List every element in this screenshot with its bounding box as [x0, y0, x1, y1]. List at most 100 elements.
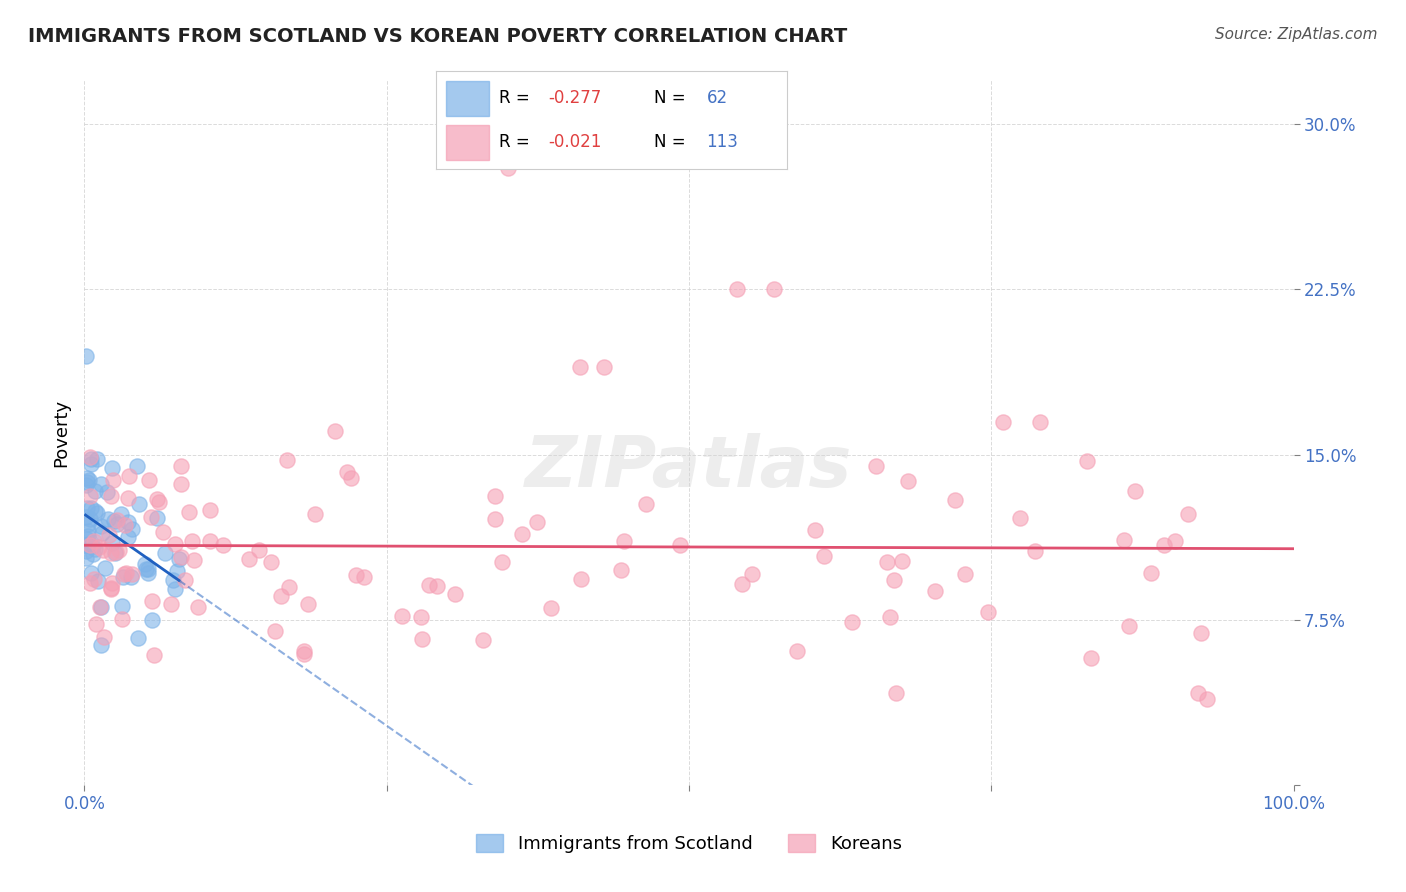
Point: [75, 478, 97, 492]
Point: [84, 617, 107, 632]
Point: [108, 542, 131, 557]
Point: [90, 526, 112, 541]
Point: [344, 567, 367, 582]
Point: [510, 527, 533, 541]
Point: [883, 573, 905, 587]
Point: [90, 519, 112, 533]
Point: [1195, 692, 1218, 706]
Point: [139, 510, 162, 524]
Text: -0.277: -0.277: [548, 89, 602, 107]
Point: [152, 525, 174, 540]
Point: [101, 576, 124, 591]
Point: [943, 493, 966, 508]
Point: [292, 643, 315, 657]
Point: [76, 501, 98, 516]
Point: [121, 566, 143, 581]
Point: [111, 611, 134, 625]
Point: [741, 567, 763, 582]
Point: [1024, 543, 1046, 558]
Point: [569, 359, 592, 374]
Point: [1187, 686, 1209, 700]
Point: [115, 566, 138, 580]
Bar: [447, 81, 489, 116]
Point: [75, 544, 97, 558]
Point: [1080, 650, 1102, 665]
Point: [886, 686, 908, 700]
Point: [1010, 511, 1032, 525]
Point: [103, 473, 125, 487]
Point: [79, 501, 101, 516]
Point: [731, 576, 754, 591]
Point: [1177, 507, 1199, 521]
Point: [278, 580, 301, 594]
Point: [491, 555, 513, 569]
Text: R =: R =: [499, 89, 536, 107]
Point: [76, 529, 98, 543]
Point: [84, 504, 107, 518]
Point: [181, 533, 204, 548]
Point: [90, 638, 112, 652]
Point: [77, 473, 100, 487]
Text: R =: R =: [499, 133, 536, 151]
Point: [100, 546, 122, 560]
Point: [896, 474, 918, 488]
Point: [134, 557, 156, 571]
Point: [259, 555, 281, 569]
Point: [183, 553, 205, 567]
Point: [865, 459, 887, 474]
Point: [77, 537, 100, 551]
Point: [75, 510, 97, 524]
Point: [1028, 415, 1050, 429]
Point: [540, 600, 562, 615]
Point: [77, 517, 100, 532]
Point: [1153, 538, 1175, 552]
Point: [117, 491, 139, 505]
Text: N =: N =: [654, 89, 690, 107]
Point: [170, 477, 193, 491]
Point: [145, 510, 167, 524]
Text: IMMIGRANTS FROM SCOTLAND VS KOREAN POVERTY CORRELATION CHART: IMMIGRANTS FROM SCOTLAND VS KOREAN POVER…: [28, 27, 848, 45]
Point: [304, 507, 326, 521]
Point: [725, 283, 748, 297]
Point: [159, 597, 181, 611]
Point: [146, 491, 169, 506]
Point: [165, 537, 187, 551]
Point: [162, 573, 184, 587]
Point: [76, 533, 98, 547]
Point: [101, 461, 124, 475]
Point: [141, 593, 163, 607]
Point: [117, 515, 139, 529]
Point: [411, 632, 433, 646]
Point: [76, 471, 98, 485]
Point: [391, 609, 413, 624]
Point: [148, 495, 170, 509]
Point: [97, 511, 120, 525]
Point: [135, 562, 157, 576]
Point: [426, 579, 449, 593]
Point: [263, 624, 285, 639]
Point: [1139, 566, 1161, 580]
Point: [79, 512, 101, 526]
Point: [634, 497, 657, 511]
Point: [247, 543, 270, 558]
Point: [212, 538, 235, 552]
Point: [526, 515, 548, 529]
Point: [79, 450, 101, 464]
Point: [443, 587, 465, 601]
Point: [89, 600, 111, 615]
Point: [610, 563, 633, 577]
Point: [953, 567, 976, 582]
Point: [993, 415, 1015, 429]
Point: [276, 452, 298, 467]
Point: [569, 572, 592, 586]
Point: [105, 516, 128, 531]
Point: [200, 503, 222, 517]
Point: [76, 475, 98, 489]
Point: [125, 459, 148, 474]
Point: [924, 583, 946, 598]
Point: [165, 582, 187, 596]
Point: [75, 349, 97, 363]
Point: [93, 630, 115, 644]
Point: [128, 497, 150, 511]
Point: [1189, 626, 1212, 640]
